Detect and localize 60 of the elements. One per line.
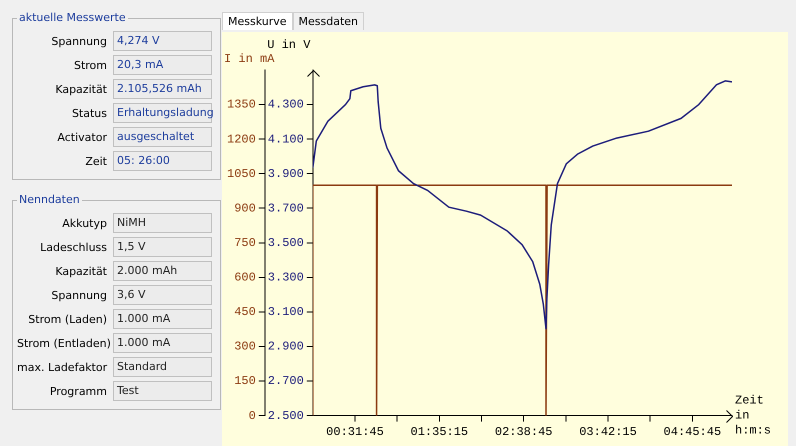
y2-tick-label: 750 <box>234 236 256 250</box>
text: Strom (Laden) <box>27 312 108 326</box>
text: Spannung <box>50 288 108 302</box>
y2-tick-label: 300 <box>234 340 256 354</box>
y2-tick-label: 900 <box>234 201 256 216</box>
text: 2.105,526 mAh <box>113 79 212 99</box>
text: Standard <box>113 357 212 377</box>
text: 20,3 mA <box>113 55 212 75</box>
x-tick-label: 02:38:45 <box>494 424 552 439</box>
text: Erhaltungsladung <box>113 103 214 123</box>
x-axis-title: Zeit in h:m:s <box>735 394 772 438</box>
text: 1.000 mA <box>113 333 212 353</box>
y-tick-label: 3.100 <box>268 305 304 320</box>
y-axis-title: U in V <box>267 38 312 52</box>
y2-tick-label: 450 <box>234 305 256 320</box>
x-tick-label: 01:35:15 <box>410 424 468 439</box>
y2-tick-label: 1350 <box>226 98 256 112</box>
y-tick-label: 3.900 <box>268 166 304 181</box>
y2-tick-label: 150 <box>234 374 256 388</box>
text: ausgeschaltet <box>113 127 212 147</box>
x-tick-label: 04:45:45 <box>664 424 722 439</box>
text: 05: 26:00 <box>113 151 212 171</box>
text: Messkurve <box>222 12 293 30</box>
y-tick-label: 2.700 <box>268 374 304 388</box>
text: 1,5 V <box>113 237 212 257</box>
y-tick-label: 4.100 <box>268 132 304 146</box>
text: Status <box>70 106 108 120</box>
text: Nenndaten <box>17 193 82 206</box>
text: 2.000 mAh <box>113 261 212 281</box>
y-tick-label: 2.500 <box>268 408 304 423</box>
text: NiMH <box>113 213 212 233</box>
y-tick-label: 3.700 <box>268 201 304 216</box>
text: Kapazität <box>54 264 108 278</box>
x-tick-label: 00:31:45 <box>326 424 384 439</box>
text: Kapazität <box>54 82 108 96</box>
y-tick-label: 2.900 <box>268 340 304 354</box>
text: Activator <box>56 130 108 144</box>
y2-tick-label: 1050 <box>226 166 256 181</box>
text: Programm <box>48 384 108 398</box>
y-tick-label: 3.300 <box>268 270 304 285</box>
text: Akkutyp <box>61 216 108 230</box>
text: Strom (Entladen) <box>17 336 112 350</box>
y2-tick-label: 600 <box>234 270 256 285</box>
text: Test <box>113 381 212 401</box>
y-tick-label: 4.300 <box>268 98 304 112</box>
text: Strom <box>72 58 108 72</box>
y2-tick-label: 1200 <box>226 132 256 146</box>
text: max. Ladefaktor <box>17 360 108 374</box>
text: 3,6 V <box>113 285 212 305</box>
text: aktuelle Messwerte <box>17 11 128 24</box>
y2-tick-label: 0 <box>248 408 256 423</box>
text: Ladeschluss <box>39 240 108 254</box>
text: 4,274 V <box>113 31 212 51</box>
y-tick-label: 3.500 <box>268 236 304 250</box>
text: Zeit <box>84 154 108 168</box>
text: Messdaten <box>292 12 364 30</box>
y2-axis-title: I in mA <box>224 52 276 66</box>
text: Spannung <box>50 34 108 48</box>
x-tick-label: 03:42:15 <box>579 424 637 439</box>
text: 1.000 mA <box>113 309 212 329</box>
